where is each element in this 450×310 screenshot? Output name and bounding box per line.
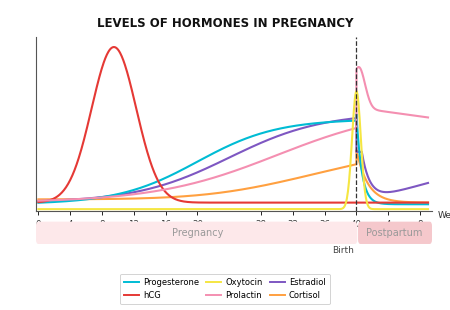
Legend: Progesterone, hCG, Oxytocin, Prolactin, Estradiol, Cortisol: Progesterone, hCG, Oxytocin, Prolactin, … — [120, 274, 330, 304]
Text: LEVELS OF HORMONES IN PREGNANCY: LEVELS OF HORMONES IN PREGNANCY — [97, 17, 353, 30]
Text: Weeks: Weeks — [437, 211, 450, 220]
FancyBboxPatch shape — [358, 222, 432, 244]
Text: Birth: Birth — [332, 246, 354, 255]
Text: Postpartum: Postpartum — [366, 228, 423, 237]
Text: Pregnancy: Pregnancy — [172, 228, 223, 237]
FancyBboxPatch shape — [36, 222, 357, 244]
